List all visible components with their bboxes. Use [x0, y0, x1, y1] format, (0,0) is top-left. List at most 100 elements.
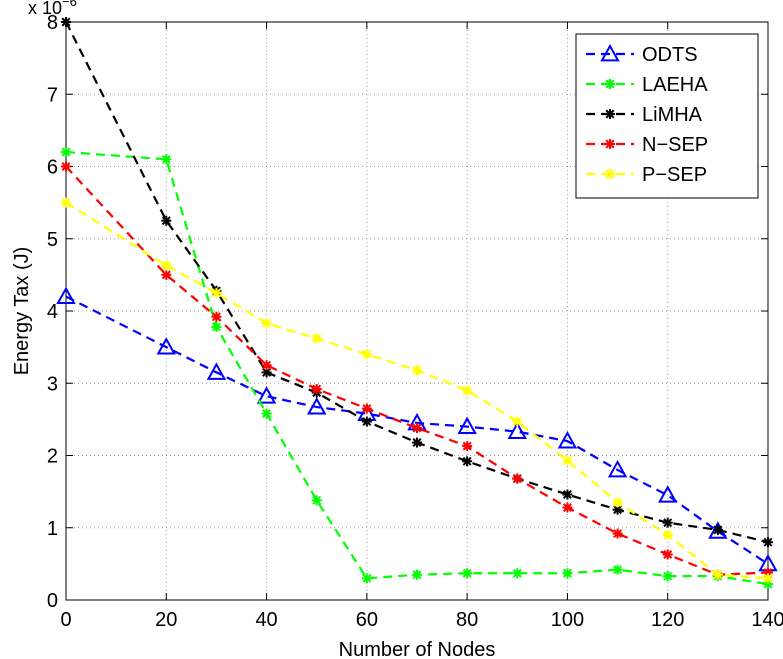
star-marker — [412, 569, 422, 580]
star-marker — [311, 384, 322, 395]
star-marker — [261, 318, 272, 329]
legend-item: N−SEP — [586, 134, 708, 156]
y-tick-label: 7 — [47, 84, 58, 106]
star-marker — [161, 260, 172, 271]
series-line — [65, 21, 769, 544]
star-marker — [763, 573, 773, 584]
star-marker — [605, 109, 615, 119]
legend-label: ODTS — [642, 44, 698, 66]
triangle-marker — [607, 459, 628, 478]
x-tick-label: 80 — [456, 609, 478, 631]
triangle-marker — [256, 386, 277, 404]
star-marker — [462, 441, 473, 452]
star-marker — [361, 403, 372, 414]
series-line — [65, 150, 769, 586]
star-marker — [61, 161, 71, 172]
y-tick-label: 2 — [47, 446, 58, 468]
star-marker — [211, 321, 222, 332]
star-marker — [512, 473, 523, 484]
star-marker — [512, 568, 523, 579]
star-marker — [412, 437, 422, 448]
star-marker — [562, 502, 573, 513]
star-marker — [61, 197, 71, 208]
legend-item: LiMHA — [586, 104, 703, 126]
star-marker — [662, 549, 673, 560]
legend-item: ODTS — [586, 43, 698, 66]
star-marker — [211, 287, 222, 298]
legend-label: P−SEP — [642, 164, 707, 186]
star-marker — [612, 564, 623, 575]
star-marker — [361, 349, 372, 360]
star-marker — [662, 517, 673, 528]
triangle-marker — [206, 362, 227, 380]
legend: ODTS LAEHA LiMHA N−SEP P−SEP — [575, 33, 759, 199]
star-marker — [462, 456, 473, 467]
star-marker — [311, 495, 322, 506]
star-marker — [662, 571, 673, 582]
star-marker — [605, 139, 615, 149]
star-marker — [462, 568, 473, 579]
star-marker — [261, 360, 272, 371]
series-layer — [56, 17, 778, 590]
triangle-marker — [307, 397, 327, 415]
star-marker — [605, 79, 615, 89]
y-scale-exponent: −6 — [62, 0, 77, 9]
x-tick-label: 40 — [255, 609, 277, 631]
triangle-marker — [557, 430, 578, 449]
x-tick-label: 140 — [751, 609, 783, 631]
star-marker — [512, 416, 523, 427]
x-tick-label: 100 — [551, 609, 584, 631]
series-psep — [61, 197, 773, 584]
y-tick-label: 1 — [47, 518, 58, 540]
star-marker — [612, 504, 623, 515]
star-marker — [412, 365, 422, 376]
x-tick-label: 120 — [651, 609, 684, 631]
axis-ticks: 0 20 40 60 80 100 120 140 0 1 2 3 4 5 6 7 8 — [47, 12, 783, 631]
star-marker — [612, 497, 623, 508]
star-marker — [412, 423, 422, 434]
star-marker — [361, 416, 372, 427]
legend-label: LiMHA — [642, 104, 703, 126]
star-marker — [612, 528, 623, 539]
star-marker — [605, 169, 615, 179]
x-tick-label: 0 — [60, 609, 71, 631]
star-marker — [311, 333, 322, 344]
legend-item: P−SEP — [586, 164, 707, 186]
y-tick-label: 8 — [47, 12, 58, 34]
y-tick-label: 4 — [47, 301, 58, 323]
star-marker — [562, 568, 573, 579]
star-marker — [161, 215, 172, 226]
star-marker — [161, 154, 172, 165]
series-line — [65, 295, 769, 565]
triangle-marker — [156, 337, 176, 355]
series-line — [65, 201, 769, 580]
star-marker — [261, 367, 272, 378]
star-marker — [161, 269, 172, 280]
triangle-marker — [457, 416, 477, 434]
y-scale-label: x 10−6 — [28, 0, 77, 18]
x-axis-label: Number of Nodes — [339, 639, 496, 659]
legend-label: LAEHA — [642, 74, 708, 96]
star-marker — [662, 529, 673, 540]
star-marker — [712, 569, 723, 580]
star-marker — [61, 147, 71, 158]
star-marker — [462, 385, 473, 396]
star-marker — [361, 573, 372, 584]
triangle-marker — [507, 421, 527, 440]
series-line — [65, 165, 769, 576]
y-axis-label: Energy Tax (J) — [11, 247, 33, 376]
legend-label: N−SEP — [642, 134, 708, 156]
x-tick-label: 20 — [155, 609, 177, 631]
star-marker — [211, 311, 222, 322]
y-tick-label: 6 — [47, 157, 58, 179]
star-marker — [261, 408, 272, 419]
triangle-marker — [600, 43, 620, 62]
y-tick-label: 0 — [47, 590, 58, 612]
triangle-marker — [658, 485, 678, 503]
y-tick-label: 3 — [47, 373, 58, 395]
legend-item: LAEHA — [586, 74, 708, 96]
star-marker — [712, 524, 723, 535]
triangle-marker — [56, 286, 76, 304]
star-marker — [562, 489, 573, 500]
star-marker — [61, 17, 71, 27]
